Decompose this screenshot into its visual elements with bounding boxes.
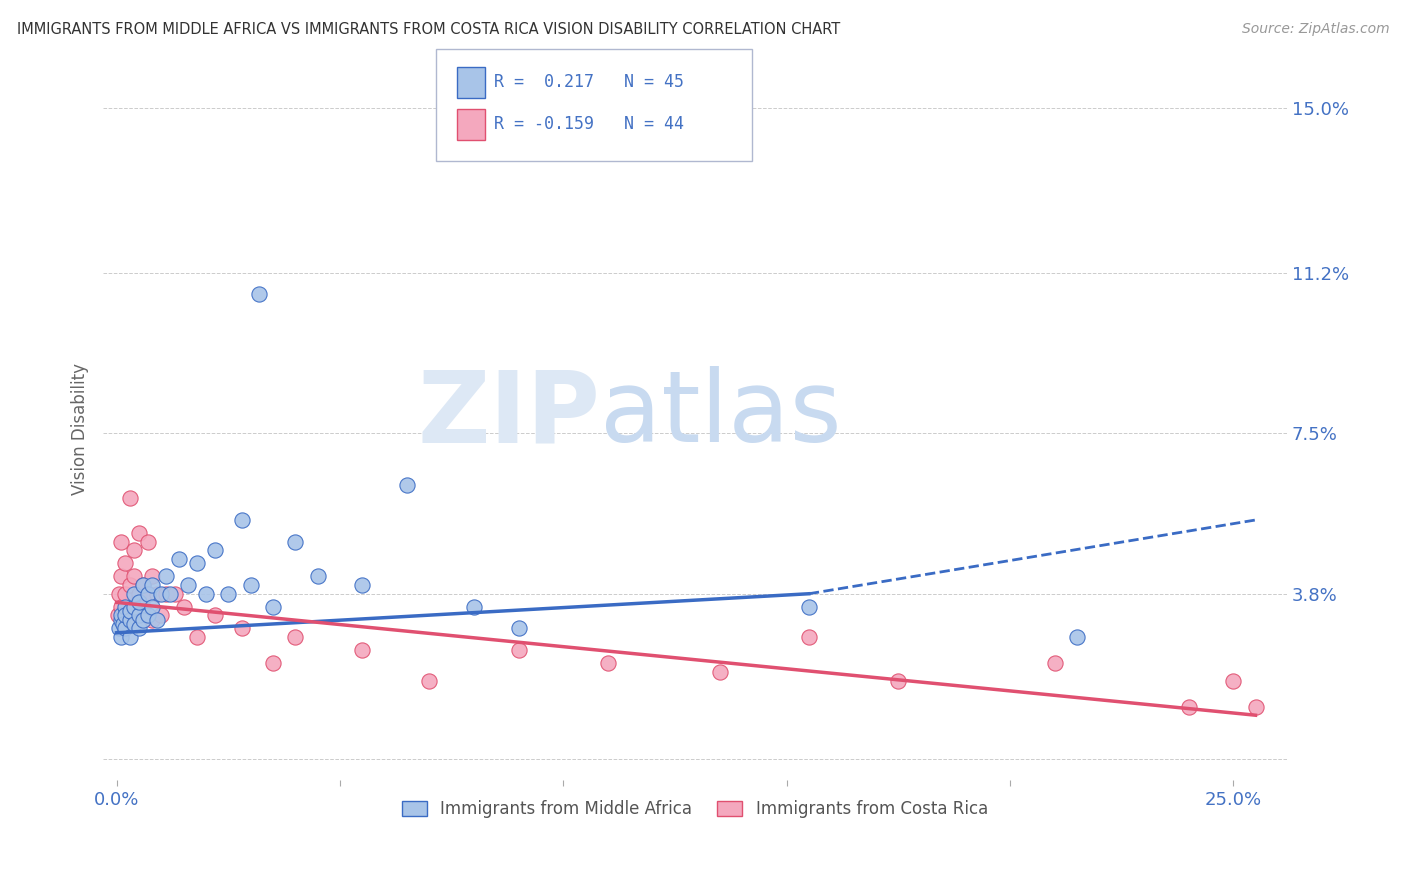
Point	[163, 587, 186, 601]
Text: R =  0.217   N = 45: R = 0.217 N = 45	[494, 73, 683, 91]
Point	[159, 587, 181, 601]
Point	[145, 587, 167, 601]
Point	[114, 608, 136, 623]
Point	[204, 543, 226, 558]
Point	[596, 656, 619, 670]
Point	[132, 613, 155, 627]
Point	[887, 673, 910, 688]
Point	[107, 587, 129, 601]
Text: ZIP: ZIP	[418, 367, 600, 463]
Legend: Immigrants from Middle Africa, Immigrants from Costa Rica: Immigrants from Middle Africa, Immigrant…	[395, 793, 994, 825]
Point	[463, 599, 485, 614]
Point	[136, 608, 159, 623]
Point	[141, 613, 163, 627]
Point	[136, 587, 159, 601]
Point	[194, 587, 217, 601]
Point	[128, 608, 150, 623]
Point	[124, 569, 146, 583]
Point	[709, 665, 731, 679]
Point	[124, 617, 146, 632]
Point	[155, 587, 177, 601]
Point	[118, 604, 141, 618]
Point	[128, 526, 150, 541]
Point	[141, 569, 163, 583]
Point	[118, 578, 141, 592]
Point	[136, 534, 159, 549]
Point	[155, 569, 177, 583]
Point	[114, 599, 136, 614]
Text: atlas: atlas	[600, 367, 842, 463]
Point	[797, 630, 820, 644]
Point	[110, 569, 132, 583]
Point	[173, 599, 195, 614]
Point	[797, 599, 820, 614]
Point	[508, 622, 530, 636]
Point	[186, 630, 208, 644]
Point	[118, 630, 141, 644]
Point	[352, 643, 374, 657]
Point	[262, 599, 284, 614]
Point	[128, 587, 150, 601]
Point	[239, 578, 262, 592]
Point	[110, 599, 132, 614]
Point	[110, 608, 132, 623]
Point	[124, 587, 146, 601]
Point	[204, 608, 226, 623]
Point	[249, 287, 271, 301]
Point	[107, 608, 129, 623]
Point	[231, 622, 253, 636]
Point	[136, 587, 159, 601]
Point	[112, 617, 135, 632]
Point	[114, 587, 136, 601]
Point	[110, 613, 132, 627]
Point	[107, 622, 129, 636]
Point	[167, 552, 190, 566]
Point	[141, 578, 163, 592]
Text: IMMIGRANTS FROM MIDDLE AFRICA VS IMMIGRANTS FROM COSTA RICA VISION DISABILITY CO: IMMIGRANTS FROM MIDDLE AFRICA VS IMMIGRA…	[17, 22, 841, 37]
Point	[1222, 673, 1244, 688]
Point	[1043, 656, 1066, 670]
Point	[284, 534, 307, 549]
Point	[124, 599, 146, 614]
Point	[177, 578, 200, 592]
Point	[508, 643, 530, 657]
Point	[1066, 630, 1088, 644]
Point	[150, 587, 173, 601]
Y-axis label: Vision Disability: Vision Disability	[72, 363, 89, 495]
Point	[114, 622, 136, 636]
Point	[231, 513, 253, 527]
Point	[124, 543, 146, 558]
Point	[418, 673, 440, 688]
Point	[132, 578, 155, 592]
Point	[145, 613, 167, 627]
Point	[150, 608, 173, 623]
Text: R = -0.159   N = 44: R = -0.159 N = 44	[494, 115, 683, 133]
Point	[124, 599, 146, 614]
Point	[217, 587, 239, 601]
Point	[118, 608, 141, 623]
Point	[110, 534, 132, 549]
Point	[118, 613, 141, 627]
Point	[128, 622, 150, 636]
Point	[128, 595, 150, 609]
Point	[141, 599, 163, 614]
Point	[118, 491, 141, 506]
Point	[395, 478, 418, 492]
Point	[262, 656, 284, 670]
Point	[307, 569, 329, 583]
Point	[284, 630, 307, 644]
Point	[114, 613, 136, 627]
Point	[352, 578, 374, 592]
Point	[132, 578, 155, 592]
Point	[128, 608, 150, 623]
Point	[110, 630, 132, 644]
Text: Source: ZipAtlas.com: Source: ZipAtlas.com	[1241, 22, 1389, 37]
Point	[186, 557, 208, 571]
Point	[1177, 699, 1199, 714]
Point	[132, 599, 155, 614]
Point	[1244, 699, 1267, 714]
Point	[114, 557, 136, 571]
